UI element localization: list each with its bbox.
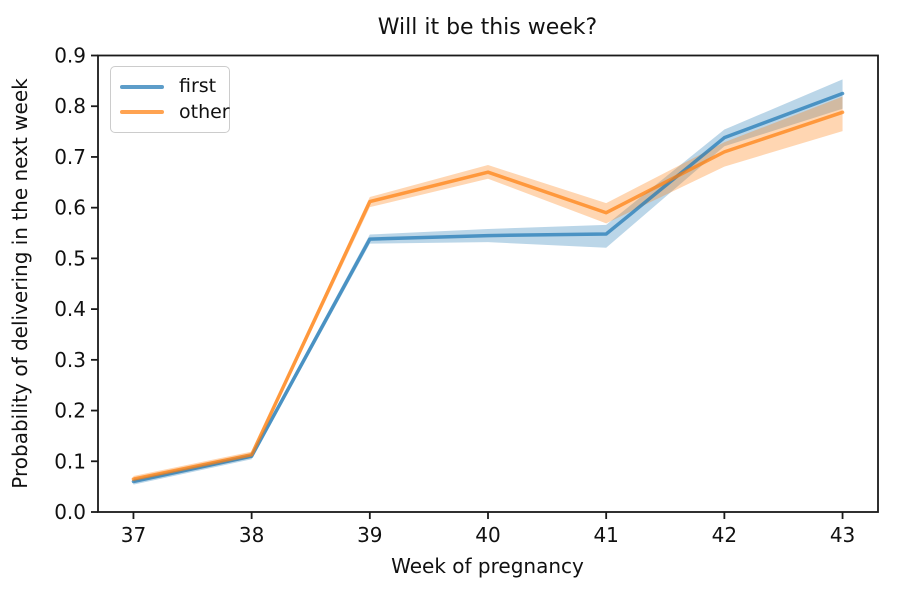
legend-label-other: other xyxy=(179,100,230,123)
x-tick-label: 38 xyxy=(239,523,264,547)
chart-title: Will it be this week? xyxy=(378,15,597,40)
x-tick-label: 39 xyxy=(357,523,382,547)
legend-item-first: first xyxy=(120,77,220,96)
other-line-swatch xyxy=(120,110,164,114)
y-tick-label: 0.6 xyxy=(54,196,86,220)
y-tick-label: 0.0 xyxy=(54,500,86,524)
x-axis-label: Week of pregnancy xyxy=(391,554,584,578)
series-line-other xyxy=(131,110,845,481)
first-line-swatch xyxy=(120,85,164,89)
x-tick-label: 37 xyxy=(121,523,146,547)
y-tick-label: 0.8 xyxy=(54,94,86,118)
legend-item-other: other xyxy=(120,102,230,122)
x-tick-label: 42 xyxy=(712,523,737,547)
confidence-bands-layer xyxy=(133,79,843,485)
y-tick-label: 0.1 xyxy=(54,449,86,473)
y-tick-label: 0.7 xyxy=(54,145,86,169)
y-tick-label: 0.2 xyxy=(54,399,86,423)
legend-label-first: first xyxy=(179,75,217,98)
confidence-band-other xyxy=(133,96,843,483)
y-tick-label: 0.5 xyxy=(54,246,86,270)
y-tick-label: 0.4 xyxy=(54,297,86,321)
y-tick-label: 0.9 xyxy=(54,44,86,68)
legend: first other xyxy=(110,66,230,133)
x-tick-label: 43 xyxy=(830,523,855,547)
x-tick-label: 41 xyxy=(593,523,618,547)
y-axis-label: Probability of delivering in the next we… xyxy=(8,78,32,489)
series-lines-layer xyxy=(131,91,845,484)
x-tick-label: 40 xyxy=(475,523,500,547)
axes-layer: 37 38 39 40 41 42 43 0.0 0.1 0.2 0.3 0.4 0.5 0.6 0.7 0.… xyxy=(54,44,879,547)
y-tick-label: 0.3 xyxy=(54,348,86,372)
